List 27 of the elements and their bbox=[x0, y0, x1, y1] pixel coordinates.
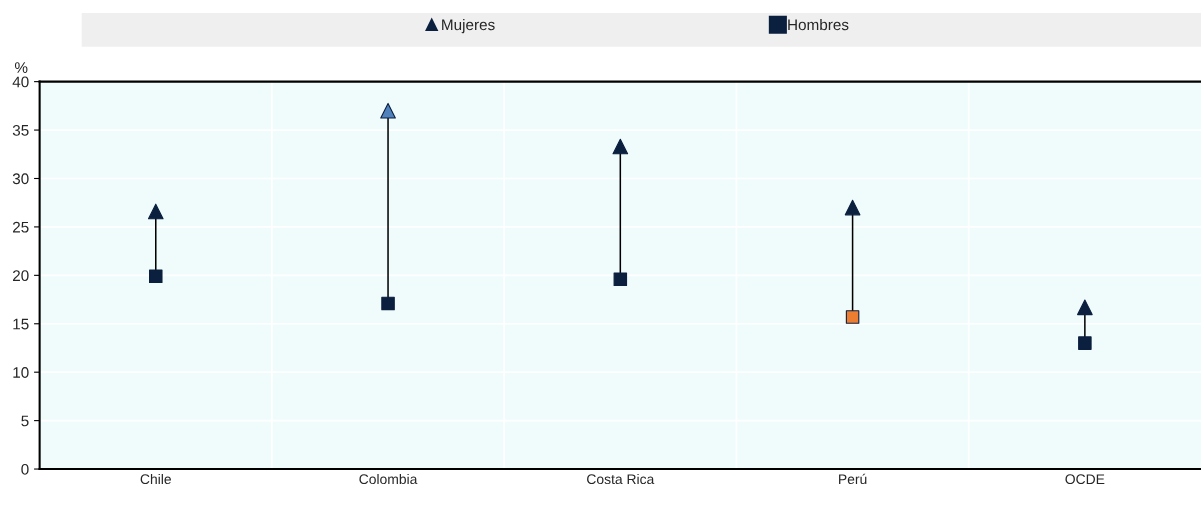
y-axis-title: % bbox=[14, 62, 28, 73]
y-tick-label: 35 bbox=[12, 124, 29, 136]
point bbox=[380, 102, 396, 119]
y-tick-label: 10 bbox=[13, 367, 29, 378]
point bbox=[1077, 299, 1093, 316]
legend-label: Mujeres bbox=[442, 18, 495, 34]
x-tick-label: Chile bbox=[140, 473, 171, 485]
legend-label: Hombres bbox=[788, 18, 849, 31]
y-tick-label: 25 bbox=[12, 221, 29, 233]
x-tick-label: Colombia bbox=[359, 473, 418, 485]
y-tick-label: 30 bbox=[12, 173, 29, 185]
point bbox=[147, 203, 164, 220]
point bbox=[1078, 336, 1092, 350]
point bbox=[149, 269, 163, 284]
point bbox=[844, 199, 861, 216]
x-tick-label: Costa Rica bbox=[587, 473, 655, 485]
x-tick-label: OCDE bbox=[1065, 474, 1105, 485]
y-tick-label: 20 bbox=[12, 270, 29, 282]
y-tick-label: 0 bbox=[21, 463, 29, 475]
point bbox=[381, 296, 395, 311]
point bbox=[612, 138, 629, 155]
point bbox=[845, 310, 860, 324]
x-tick-label: Perú bbox=[839, 473, 867, 485]
point bbox=[613, 272, 628, 286]
y-tick-label: 40 bbox=[12, 76, 29, 88]
y-tick-label: 5 bbox=[21, 415, 29, 427]
y-tick-label: 15 bbox=[13, 318, 29, 330]
